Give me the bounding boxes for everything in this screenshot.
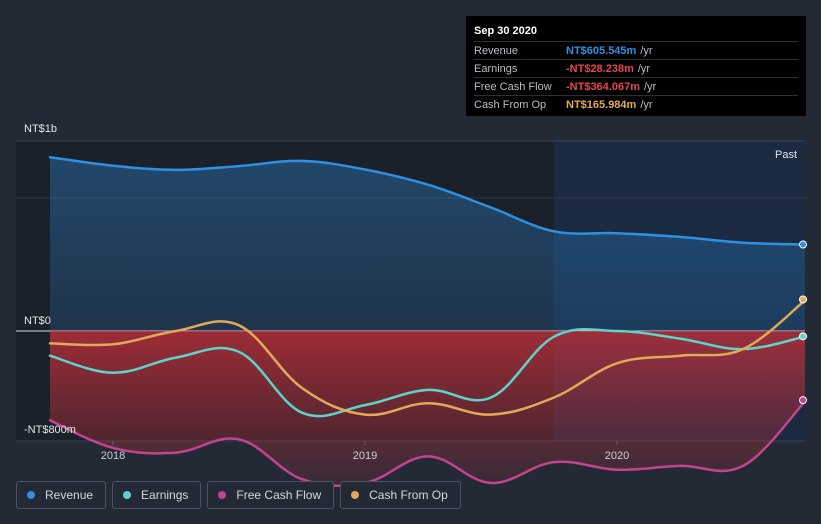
x-tick-label: 2018 xyxy=(101,450,125,462)
tooltip-value: -NT$364.067m xyxy=(566,80,640,93)
legend-dot-icon xyxy=(351,491,360,499)
tooltip-row-revenue: Revenue NT$605.545m /yr xyxy=(474,41,798,59)
earnings-line xyxy=(48,328,808,418)
tooltip-row-earnings: Earnings -NT$28.238m /yr xyxy=(474,59,798,77)
tooltip-row-cash-from-op: Cash From Op NT$165.984m /yr xyxy=(474,95,798,113)
legend-item-free-cash-flow[interactable]: Free Cash Flow xyxy=(207,481,335,509)
legend-label: Free Cash Flow xyxy=(236,488,322,502)
revenue-endpoint xyxy=(799,240,807,249)
tooltip-unit: /yr xyxy=(637,62,651,75)
negative-area xyxy=(50,331,806,486)
cash-from-op-endpoint xyxy=(799,295,807,304)
legend-label: Revenue xyxy=(45,488,94,502)
legend-dot-icon xyxy=(27,491,35,499)
tooltip-value: NT$605.545m xyxy=(566,44,637,57)
tooltip-label: Earnings xyxy=(474,62,518,75)
y-tick-label: -NT$800m xyxy=(24,424,76,436)
earnings-endpoint xyxy=(799,332,807,341)
tooltip-label: Free Cash Flow xyxy=(474,80,552,93)
tooltip-unit: /yr xyxy=(640,44,653,57)
cash-from-op-line xyxy=(48,298,808,417)
legend-item-revenue[interactable]: Revenue xyxy=(16,481,107,509)
x-tick-label: 2020 xyxy=(605,450,629,462)
x-tick-label: 2019 xyxy=(353,450,377,462)
y-tick-label: NT$0 xyxy=(24,315,51,327)
revenue-line xyxy=(48,155,808,246)
legend-label: Cash From Op xyxy=(369,488,448,502)
tooltip-label: Revenue xyxy=(474,44,519,57)
legend-dot-icon xyxy=(123,491,132,499)
tooltip: Sep 30 2020 Revenue NT$605.545m /yr Earn… xyxy=(466,16,806,116)
tooltip-value: NT$165.984m xyxy=(566,98,637,111)
tooltip-value: -NT$28.238m xyxy=(566,62,634,75)
past-label: Past xyxy=(775,149,797,161)
legend: Revenue Earnings Free Cash Flow Cash Fro… xyxy=(16,481,461,509)
y-tick-label: NT$1b xyxy=(24,123,57,135)
tooltip-unit: /yr xyxy=(640,98,653,111)
tooltip-unit: /yr xyxy=(644,80,657,93)
legend-dot-icon xyxy=(218,491,227,499)
tooltip-date: Sep 30 2020 xyxy=(474,25,537,37)
tooltip-label: Cash From Op xyxy=(474,98,547,111)
free-cash-flow-line xyxy=(48,398,808,487)
tooltip-row-free-cash-flow: Free Cash Flow -NT$364.067m /yr xyxy=(474,77,798,95)
legend-item-cash-from-op[interactable]: Cash From Op xyxy=(340,481,461,509)
legend-item-earnings[interactable]: Earnings xyxy=(112,481,202,509)
legend-label: Earnings xyxy=(141,488,189,502)
revenue-area xyxy=(50,157,806,331)
free-cash-flow-endpoint xyxy=(799,396,807,405)
